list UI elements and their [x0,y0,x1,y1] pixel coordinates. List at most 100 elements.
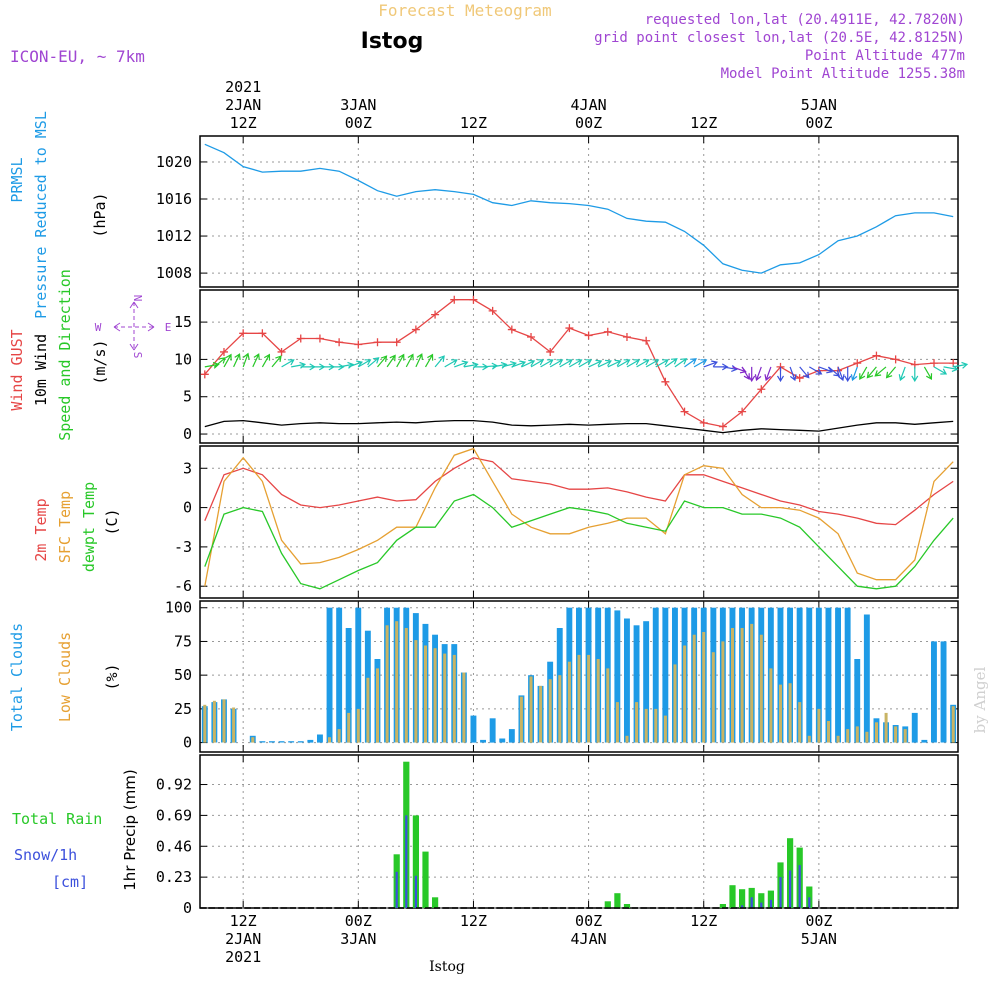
low-clouds-bar [539,685,543,743]
low-clouds-bar [606,668,610,743]
wind-direction-arrow [348,360,364,368]
gust-marker [450,295,459,304]
low-clouds-bar [740,628,744,743]
gust-marker [718,422,727,431]
series-line [204,493,954,590]
wind-unit: (m/s) [91,339,109,384]
total-clouds-bar [278,741,285,743]
gust-marker [930,359,939,368]
gust-marker [392,338,401,347]
total-clouds-bar [806,607,813,743]
low-clouds-bar [731,628,734,743]
total-clouds-bar [863,614,870,743]
location-title: Istog [361,29,424,54]
snow-bar [808,897,811,908]
wind-direction-arrow [885,366,897,379]
compass-rose: W E N S [95,295,172,359]
time-label: 3JAN [340,930,376,948]
wind-direction-arrow [530,359,545,368]
total-clouds-bar [470,715,477,743]
gust-marker [258,329,267,338]
low-clouds-bar [635,702,639,743]
y-tick-label: 0.46 [156,837,192,855]
wind-direction-arrow [214,357,226,368]
wind-direction-arrow [454,360,469,368]
total-clouds-bar [326,607,333,743]
gust-marker [584,331,593,340]
wind-direction-arrow [617,359,631,368]
snow-unit-label: [cm] [52,873,88,891]
gust-marker [603,327,612,336]
time-label: 2JAN [225,930,261,948]
wind-direction-arrow [933,366,948,375]
wind-direction-arrow [569,359,583,368]
wind-direction-arrow [789,366,797,382]
low-clouds-bar [385,625,389,743]
low-clouds-bar [759,634,763,743]
wind-direction-arrow [748,366,756,383]
point-altitude: Point Altitude 477m [805,48,965,64]
wind-direction-arrow [607,359,622,368]
wind-direction-arrow [764,366,772,382]
wind-direction-arrow [665,358,678,368]
low-clouds-bar [692,634,696,743]
low-clouds-bar [615,702,619,743]
low-clouds-bar [366,677,370,743]
precip-unit: 1hr Precip (mm) [121,769,139,890]
total-clouds-bar [796,607,803,743]
gust-marker [853,359,862,368]
low-clouds-bar [347,712,351,743]
rain-bar [729,885,736,908]
rain-bar [767,890,774,908]
time-label: 5JAN [801,930,837,948]
wind-direction-arrow [242,352,250,368]
low-clouds-bar [548,679,552,743]
clouds-frame [199,600,959,753]
low-clouds-bar [903,729,907,743]
clouds-unit: (%) [103,663,121,690]
total-clouds-bar [345,628,352,743]
total-clouds-bar [307,739,314,743]
gust-marker [507,325,516,334]
wind-direction-arrow [911,366,919,383]
low-clouds-bar [625,735,629,743]
low-clouds-bar [673,664,677,743]
wind-direction-arrow [588,359,603,368]
total-clouds-bar [499,738,506,743]
low-clouds-bar [798,702,802,743]
time-label: 12Z [460,114,487,132]
wind-labels: Wind GUST 10m Wind Speed and Direction (… [8,269,171,441]
gust-marker [642,336,651,345]
low-clouds-bar [222,699,226,743]
series-line [204,457,954,526]
time-label: 00Z [805,114,832,132]
gust-marker [200,370,209,379]
y-tick-label: 1012 [156,227,192,245]
wind-direction-arrow [559,359,573,368]
total-clouds-bar [662,607,669,743]
low-clouds-bar [212,700,216,743]
precip-labels: Total Rain Snow/1h [cm] 1hr Precip (mm) [12,769,139,891]
time-label: 12Z [460,912,487,930]
snow-bar [750,897,753,908]
total-clouds-bar [336,607,343,743]
low-clouds-bar [644,708,648,743]
gust-marker [527,333,536,342]
wind-direction-arrow [844,366,852,383]
total-clouds-bar [269,741,275,743]
temp-panel: -6 -3 0 3 [174,445,959,599]
gust-marker [373,338,382,347]
wind-direction-arrow [636,359,650,368]
gust-marker [488,306,497,315]
low-clouds-bar [654,708,658,743]
total-clouds-bar [940,641,947,743]
wind-direction-arrow [837,366,845,382]
y-tick-label: 0.23 [156,868,192,886]
wind-direction-arrow [776,366,785,383]
gust-marker [354,340,363,349]
rain-bar [412,815,419,908]
time-label: 00Z [345,114,372,132]
y-tick-label: 0.92 [156,776,192,794]
time-label: 00Z [575,912,602,930]
y-tick-label: 1020 [156,153,192,171]
